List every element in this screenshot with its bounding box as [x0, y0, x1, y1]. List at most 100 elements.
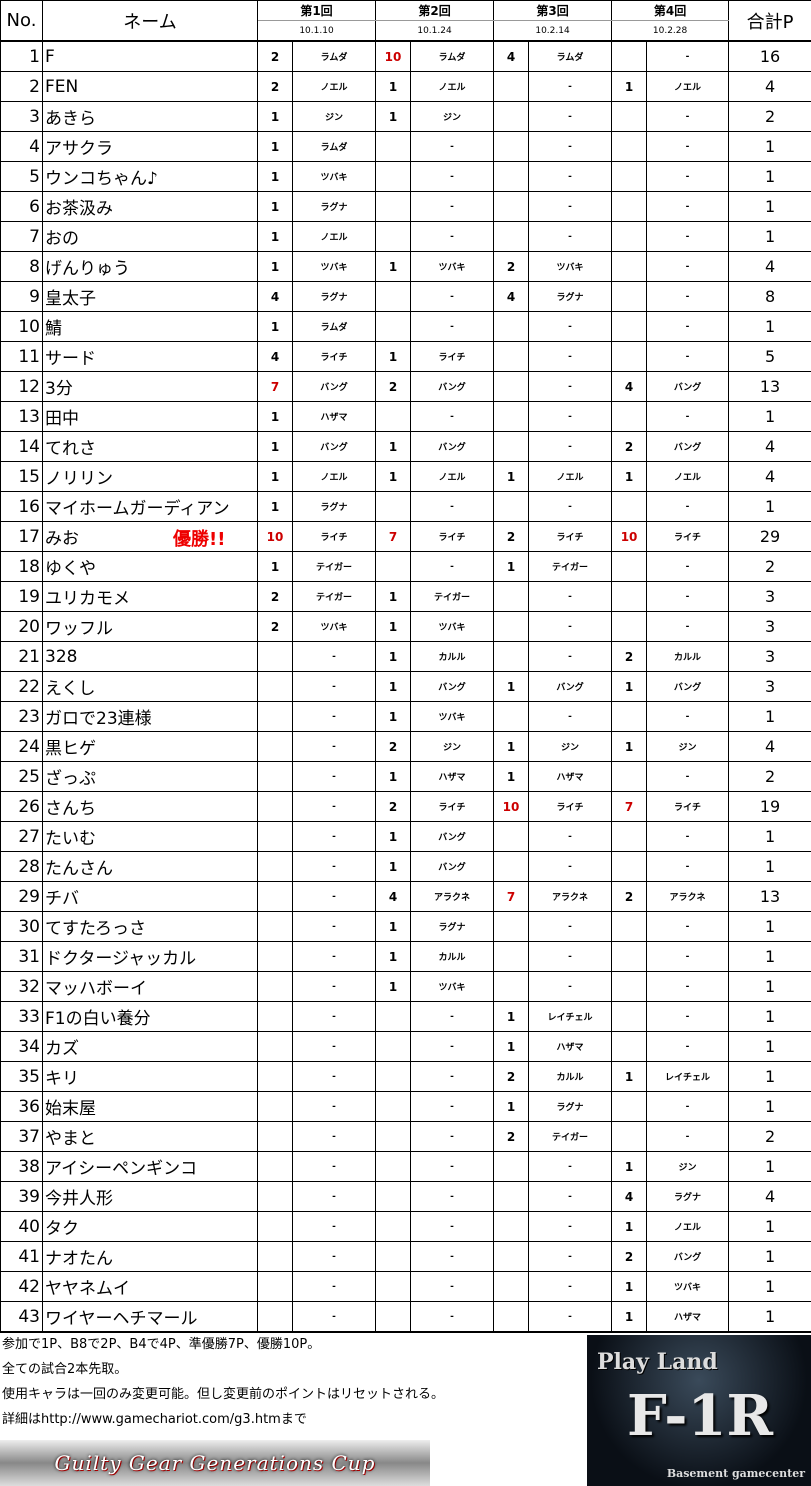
round3-character: -: [528, 1181, 613, 1212]
player-name-text: ナオたん: [45, 1249, 113, 1269]
round4-character: -: [646, 311, 730, 342]
round1-character-text: バング: [320, 383, 348, 393]
round2-character: -: [410, 491, 495, 522]
round1-character-text: ジン: [325, 113, 344, 123]
round4-points: 2: [611, 1241, 648, 1272]
round2-character: -: [410, 311, 495, 342]
round2-character-text: アラクネ: [434, 893, 471, 903]
row-number-text: 33: [18, 1006, 40, 1027]
row-number: 29: [0, 881, 43, 912]
header-round-4: 第4回: [611, 0, 730, 21]
round3-character: -: [528, 431, 613, 462]
round1-character-text: -: [332, 1101, 336, 1112]
round1-points-text: 1: [270, 409, 280, 424]
table-row: 33 F1の白い養分 - - 1 レイチェル - 1: [0, 1001, 811, 1032]
row-number-text: 42: [18, 1276, 40, 1297]
round2-character: -: [410, 161, 495, 192]
round3-character: -: [528, 971, 613, 1002]
round1-character-text: -: [332, 651, 336, 662]
round1-points: [257, 881, 293, 912]
round1-points: [257, 1241, 293, 1272]
table-row: 37 やまと - - 2 テイガー - 2: [0, 1121, 811, 1152]
row-number-text: 11: [18, 346, 40, 367]
round4-points: [611, 251, 648, 282]
round1-character-text: -: [332, 801, 336, 812]
player-name-text: キリ: [45, 1069, 79, 1089]
round4-points-text: 2: [624, 1249, 634, 1264]
round3-character: ラムダ: [528, 40, 613, 72]
table-row: 17 みお 優勝!! 10 ライチ 7 ライチ 2 ライチ 10 ライチ 29: [0, 521, 811, 552]
round3-points: 1: [493, 551, 530, 582]
total-points-text: 1: [764, 497, 776, 516]
round4-points: 1: [611, 461, 648, 492]
player-name: たいむ: [42, 821, 258, 852]
round2-character: カルル: [410, 941, 495, 972]
player-name: ウンコちゃん♪: [42, 161, 258, 192]
round2-character-text: -: [450, 231, 454, 242]
player-name-text: てすたろっさ: [45, 919, 146, 939]
round4-points: [611, 911, 648, 942]
round2-character-text: -: [450, 501, 454, 512]
player-name-text: ウンコちゃん♪: [45, 169, 158, 189]
round1-character: ラグナ: [291, 491, 377, 522]
round3-character: -: [528, 641, 613, 672]
round2-character-text: -: [450, 201, 454, 212]
round4-character-text: -: [685, 171, 690, 182]
round1-points-text: 1: [270, 499, 280, 514]
round1-character: -: [291, 1001, 377, 1032]
round3-points: [493, 1271, 530, 1302]
row-number-text: 21: [18, 646, 40, 667]
round1-points-text: 1: [270, 109, 280, 124]
round2-character-text: ノエル: [438, 83, 466, 93]
table-row: 39 今井人形 - - - 4 ラグナ 4: [0, 1181, 811, 1212]
round4-points: 1: [611, 1301, 648, 1333]
round2-character: バング: [410, 851, 495, 882]
row-number: 10: [0, 311, 43, 342]
table-row: 13 田中 1 ハザマ - - - 1: [0, 401, 811, 432]
total-points: 29: [728, 521, 811, 552]
row-number: 41: [0, 1241, 43, 1272]
total-points-text: 3: [764, 647, 776, 666]
round1-points: [257, 911, 293, 942]
round4-character-text: -: [685, 201, 690, 212]
round3-points: [493, 431, 530, 462]
total-points-text: 1: [764, 137, 776, 156]
row-number: 42: [0, 1271, 43, 1302]
row-number: 8: [0, 251, 43, 282]
round4-character: -: [646, 911, 730, 942]
round1-character-text: バング: [320, 443, 348, 453]
round3-character-text: -: [568, 141, 572, 152]
player-name: げんりゅう: [42, 251, 258, 282]
row-number: 36: [0, 1091, 43, 1122]
row-number: 28: [0, 851, 43, 882]
round3-character-text: ラグナ: [556, 293, 584, 303]
round2-points: [375, 1151, 412, 1182]
round3-character-text: -: [568, 981, 572, 992]
table-row: 23 ガロで23連様 - 1 ツバキ - - 1: [0, 701, 811, 732]
row-number-text: 18: [18, 556, 40, 577]
round3-points: 1: [493, 761, 530, 792]
round2-character: ライチ: [410, 521, 495, 552]
round3-points: [493, 1181, 530, 1212]
round4-points-text: 2: [624, 439, 634, 454]
round3-points: [493, 611, 530, 642]
round3-points-text: 2: [506, 259, 516, 274]
round1-character: -: [291, 701, 377, 732]
round2-points-text: 2: [388, 799, 398, 814]
round2-character-text: テイガー: [434, 593, 471, 603]
row-number: 18: [0, 551, 43, 582]
row-number-text: 25: [18, 766, 40, 787]
round1-character: ノエル: [291, 461, 377, 492]
player-name-text: ノリリン: [45, 469, 113, 489]
round1-character-text: ノエル: [320, 83, 348, 93]
total-points-text: 13: [759, 887, 781, 906]
round1-character-text: ツバキ: [320, 623, 348, 633]
round2-character: ツバキ: [410, 251, 495, 282]
round4-character-text: ツバキ: [674, 1283, 702, 1293]
row-number-text: 1: [29, 46, 40, 67]
table-row: 19 ユリカモメ 2 テイガー 1 テイガー - - 3: [0, 581, 811, 612]
header-date-2: 10.1.24: [375, 20, 495, 42]
table-row: 3 あきら 1 ジン 1 ジン - - 2: [0, 101, 811, 132]
round2-points-text: 1: [388, 349, 398, 364]
table-row: 1 F 2 ラムダ 10 ラムダ 4 ラムダ - 16: [0, 40, 811, 72]
